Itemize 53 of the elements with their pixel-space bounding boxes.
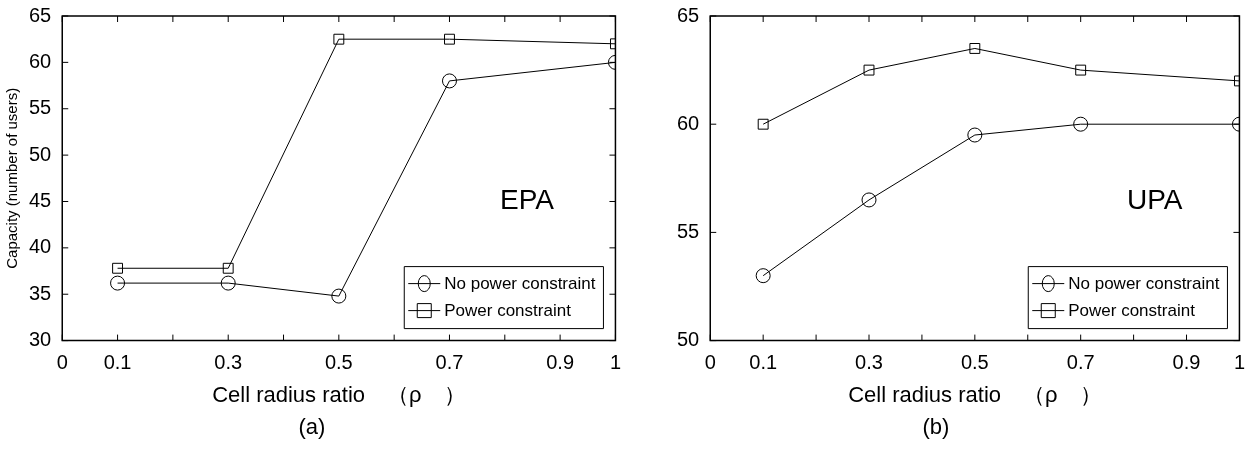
point — [757, 118, 769, 130]
point — [441, 73, 457, 89]
y-tick-label: 50 — [677, 328, 700, 351]
y-tick-label: 55 — [29, 96, 52, 119]
point — [222, 262, 234, 274]
x-tick-label: 0.9 — [546, 351, 575, 374]
x-axis-title: Cell radius ratio （ρ ） — [212, 381, 466, 407]
x-tick-label: 0 — [56, 351, 68, 374]
point — [331, 288, 347, 304]
point — [1073, 116, 1089, 132]
legend-label: No power constraint — [1068, 274, 1220, 294]
point — [220, 275, 236, 291]
point — [861, 192, 877, 208]
x-tick-label: 0.3 — [855, 351, 883, 374]
annotation: UPA — [1127, 183, 1183, 215]
y-tick-label: 40 — [29, 235, 52, 258]
y-tick-label: 30 — [29, 328, 52, 351]
text: (a) — [297, 414, 327, 440]
y-tick-label: 35 — [29, 281, 52, 304]
point — [112, 262, 124, 274]
x-tick-label: 0.7 — [435, 351, 464, 374]
x-tick-label: 1 — [1233, 351, 1245, 374]
x-tick-label: 0 — [704, 351, 716, 374]
point — [1075, 64, 1087, 76]
y-tick-label: 65 — [29, 3, 52, 26]
y-axis-title: Capacity (number of users) — [3, 87, 21, 269]
point — [444, 33, 455, 45]
y-tick-label: 45 — [29, 189, 52, 211]
point — [110, 275, 126, 291]
point — [755, 268, 771, 284]
y-tick-label: 50 — [29, 142, 52, 165]
x-tick-label: 0.1 — [749, 351, 778, 374]
annotation: EPA — [499, 183, 555, 215]
y-tick-label: 60 — [29, 49, 52, 72]
legend-label: Power constraint — [1068, 301, 1196, 321]
x-tick-label: 1 — [609, 351, 621, 374]
y-tick-label: 65 — [677, 3, 700, 26]
x-tick-label: 0.3 — [214, 351, 243, 374]
y-tick-label: 60 — [677, 111, 700, 134]
x-tick-label: 0.5 — [324, 351, 353, 374]
point — [969, 43, 981, 54]
y-tick-label: 55 — [677, 219, 700, 242]
x-tick-label: 0.5 — [960, 351, 989, 374]
legend-label: No power constraint — [444, 274, 596, 294]
x-tick-label: 0.7 — [1066, 351, 1095, 374]
x-tick-label: 0.1 — [103, 351, 132, 374]
point — [863, 64, 875, 76]
legend-label: Power constraint — [444, 301, 572, 321]
x-tick-label: 0.9 — [1172, 351, 1201, 374]
point — [333, 33, 345, 45]
point — [967, 127, 983, 143]
text: (b) — [921, 414, 951, 440]
x-axis-title: Cell radius ratio （ρ ） — [848, 381, 1102, 407]
